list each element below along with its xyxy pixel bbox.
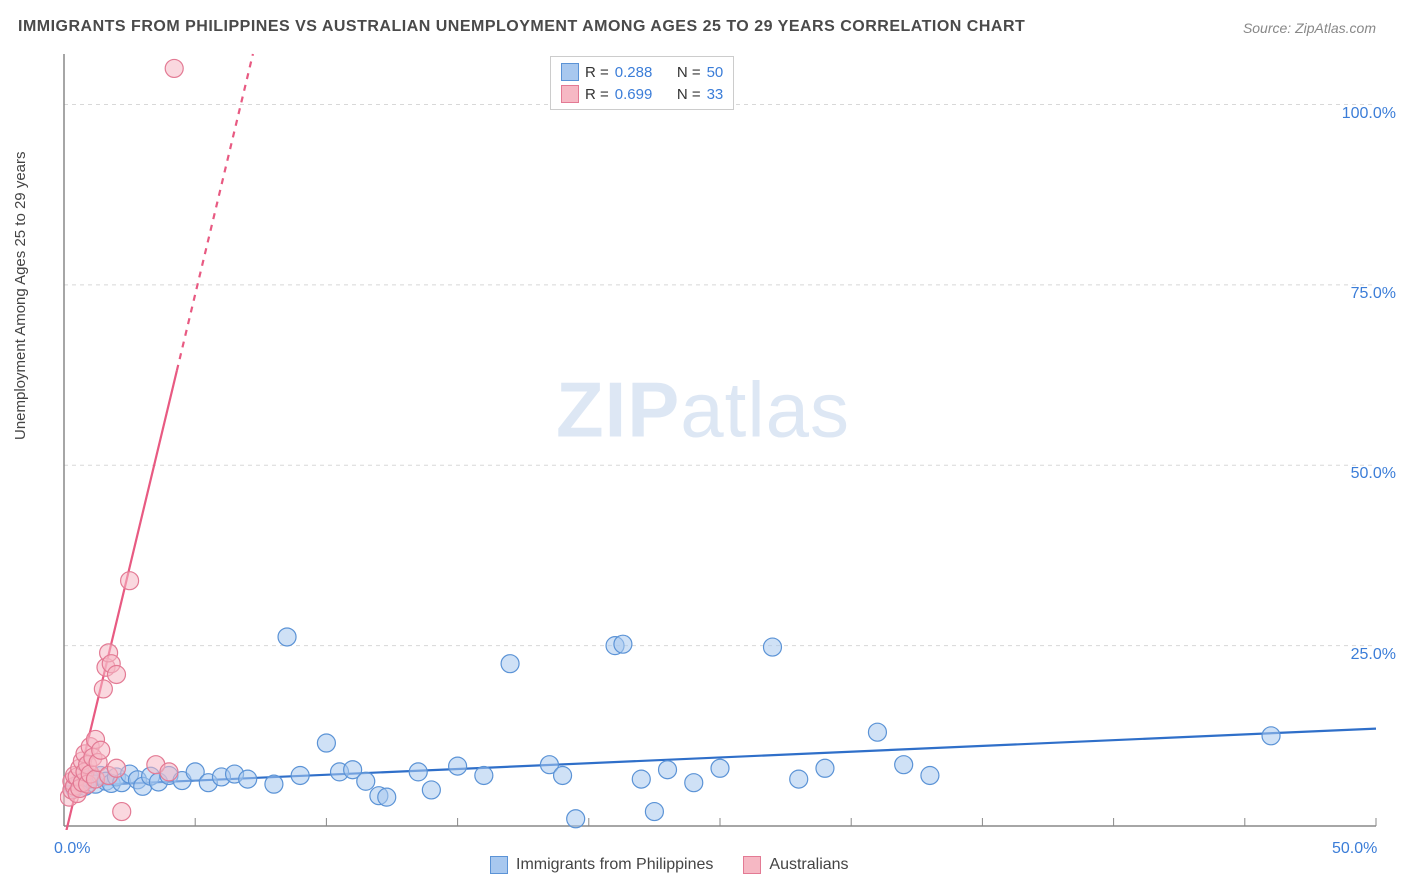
- y-axis-label: Unemployment Among Ages 25 to 29 years: [12, 151, 29, 440]
- legend-series-item: Immigrants from Philippines: [490, 856, 713, 874]
- legend-swatch: [561, 63, 579, 81]
- legend-r-label: R =: [585, 64, 609, 81]
- legend-n-value: 33: [707, 86, 724, 103]
- scatter-chart: [60, 50, 1380, 830]
- legend-series-item: Australians: [743, 856, 848, 874]
- legend-swatch: [743, 856, 761, 874]
- x-tick-label-max: 50.0%: [1332, 840, 1377, 858]
- legend-correlation-row: R = 0.699 N = 33: [561, 83, 723, 105]
- y-tick-label: 100.0%: [1342, 105, 1396, 123]
- legend-n-label: N =: [677, 64, 701, 81]
- legend-n-value: 50: [707, 64, 724, 81]
- legend-n-label: N =: [677, 86, 701, 103]
- legend-series-label: Immigrants from Philippines: [516, 856, 713, 874]
- legend-series: Immigrants from Philippines Australians: [490, 856, 849, 874]
- legend-series-label: Australians: [769, 856, 848, 874]
- legend-swatch: [561, 85, 579, 103]
- x-tick-label-min: 0.0%: [54, 840, 90, 858]
- legend-swatch: [490, 856, 508, 874]
- legend-correlation: R = 0.288 N = 50 R = 0.699 N = 33: [550, 56, 734, 110]
- legend-correlation-row: R = 0.288 N = 50: [561, 61, 723, 83]
- legend-r-value: 0.699: [615, 86, 653, 103]
- y-tick-label: 25.0%: [1351, 646, 1396, 664]
- chart-title: IMMIGRANTS FROM PHILIPPINES VS AUSTRALIA…: [18, 18, 1025, 36]
- y-tick-label: 50.0%: [1351, 465, 1396, 483]
- y-tick-label: 75.0%: [1351, 285, 1396, 303]
- legend-r-label: R =: [585, 86, 609, 103]
- source-attribution: Source: ZipAtlas.com: [1243, 20, 1376, 36]
- legend-r-value: 0.288: [615, 64, 653, 81]
